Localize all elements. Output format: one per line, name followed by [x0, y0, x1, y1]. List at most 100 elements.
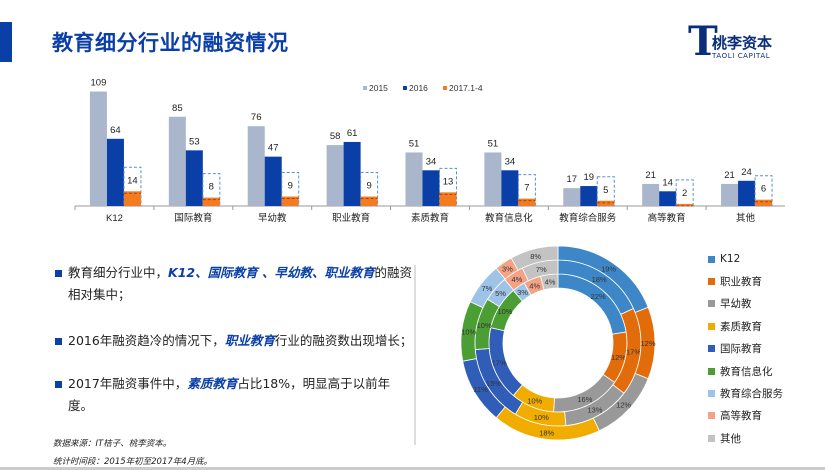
bar-2015: [642, 183, 660, 206]
data-label: 2: [682, 188, 687, 199]
legend-item: 早幼教: [708, 293, 783, 315]
divider: [414, 265, 416, 445]
slice-label: 12%: [611, 353, 626, 362]
legend-label: 其他: [720, 432, 741, 445]
legend-item: 国际教育: [708, 338, 783, 360]
page-title: 教育细分行业的融资情况: [52, 31, 289, 55]
data-label: 51: [409, 138, 420, 149]
highlight-box: [596, 176, 615, 207]
bullet-text: 占比18%，明显高于以前年度。: [68, 376, 391, 413]
bullet-highlight: 职业教育: [224, 333, 275, 348]
data-label: 13: [443, 176, 454, 187]
legend-item: 其他: [708, 427, 783, 449]
bar-2016: [185, 150, 203, 206]
bar-2015: [563, 188, 581, 206]
legend-swatch: [708, 345, 715, 353]
slice-label: 7%: [481, 284, 492, 293]
legend-label: 职业教育: [720, 276, 762, 289]
data-label: 34: [426, 156, 437, 167]
bullet-square-icon: [55, 381, 62, 388]
legend-swatch: [708, 434, 715, 442]
category-label: 教育综合服务: [559, 212, 617, 224]
bullet-square-icon: [55, 338, 62, 345]
slice-label: 4%: [511, 275, 522, 284]
bar-2015: [405, 152, 423, 206]
bottom-rule: [0, 467, 825, 470]
slice-label: 19%: [601, 265, 616, 274]
bar-2017.1-4: [360, 196, 378, 206]
slice-label: 16%: [577, 395, 592, 404]
slice-label: 8%: [530, 252, 541, 261]
bar-2016: [422, 170, 440, 206]
logo-mark: T: [688, 18, 718, 65]
slice-label: 15%: [486, 379, 501, 388]
bullet-text: 行业的融资数出现增长；: [274, 333, 413, 348]
data-label: 76: [251, 112, 262, 123]
data-label: 17: [566, 174, 577, 185]
legend-swatch: [708, 278, 715, 286]
donut-slice-middle: [612, 307, 642, 394]
bullet-text: 的融资相对集中；: [68, 265, 412, 302]
category-label: 其他: [736, 212, 756, 224]
data-label: 85: [172, 103, 183, 114]
slice-label: 18%: [539, 428, 554, 437]
data-label: 64: [110, 125, 121, 136]
legend-swatch: [363, 86, 367, 90]
slice-label: 10%: [477, 321, 492, 330]
data-label: 24: [741, 167, 752, 178]
donut-slice-middle: [474, 298, 500, 351]
slice-label: 13%: [587, 405, 602, 414]
slice-label: 18%: [592, 275, 607, 284]
bullet-item: 2016年融资趋冷的情况下，职业教育行业的融资数出现增长；: [55, 330, 415, 352]
bullet-item: 2017年融资事件中，素质教育占比18%，明显高于以前年度。: [55, 373, 415, 417]
bar-2016: [501, 170, 519, 206]
legend-item: 职业教育: [708, 270, 783, 292]
slice-label: 4%: [529, 282, 540, 291]
slice-label: 3%: [502, 265, 513, 274]
donut-slice-inner: [602, 331, 628, 384]
data-label: 5: [603, 185, 608, 196]
data-label: 53: [189, 136, 200, 147]
legend-swatch: [443, 86, 447, 90]
bar-2016: [659, 191, 677, 206]
slice-label: 10%: [527, 396, 542, 405]
bar-2015: [247, 126, 265, 206]
donut-slice-outer: [557, 245, 649, 313]
bar-2015: [721, 183, 739, 206]
slice-label: 11%: [473, 385, 488, 394]
highlight-box: [123, 166, 142, 207]
bar-2015: [484, 152, 502, 206]
legend-swatch: [708, 255, 715, 263]
period-note: 统计时间段：2015年初至2017年4月底。: [53, 457, 213, 467]
bar-2017.1-4: [676, 203, 694, 206]
bar-2017.1-4: [518, 198, 536, 206]
bullet-highlight: K12、国际教育 、早幼教、职业教育: [168, 265, 375, 280]
legend-label: 2015: [369, 83, 388, 93]
slice-label: 3%: [517, 288, 528, 297]
donut-slice-middle: [474, 348, 524, 415]
bullet-list: 教育细分行业中，K12、国际教育 、早幼教、职业教育的融资相对集中； 2016年…: [55, 262, 415, 438]
donut-slice-middle: [504, 267, 529, 291]
bullet-highlight: 素质教育: [187, 376, 238, 391]
legend-swatch: [708, 300, 715, 308]
bar-2016: [343, 141, 361, 206]
donut-legend: K12 职业教育 早幼教 素质教育 国际教育 教育信息化 教育综合服务 高等教育 其他: [708, 248, 783, 450]
bar-2015: [89, 91, 107, 206]
category-label: 职业教育: [332, 212, 370, 224]
legend-swatch: [403, 86, 407, 90]
legend-label: 高等教育: [720, 410, 762, 423]
data-label: 14: [127, 175, 138, 186]
bullet-text: 2016年融资趋冷的情况下，: [68, 333, 225, 348]
donut-slice-middle: [514, 401, 567, 427]
slice-label: 10%: [534, 413, 549, 422]
legend-swatch: [708, 412, 715, 420]
slice-label: 10%: [461, 328, 476, 337]
legend-label: 国际教育: [720, 343, 762, 356]
donut-slice-inner: [540, 273, 559, 291]
slice-label: 4%: [545, 278, 556, 287]
donut-slice-outer: [460, 301, 484, 362]
donut-slice-outer: [592, 373, 649, 432]
category-label: 国际教育: [174, 212, 212, 224]
legend-item: K12: [708, 248, 783, 270]
